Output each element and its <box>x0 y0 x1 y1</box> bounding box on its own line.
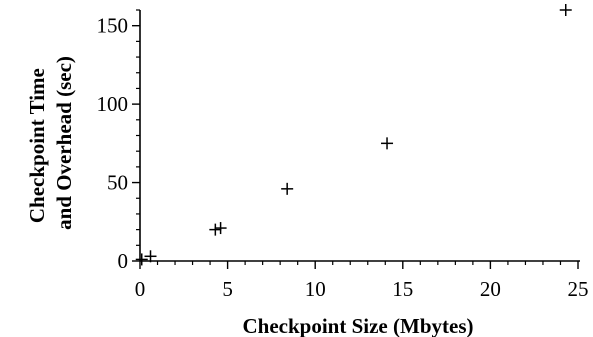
data-point <box>135 253 148 266</box>
x-tick-label: 0 <box>135 277 146 301</box>
data-points <box>135 4 572 266</box>
y-axis-ticks: 0 50 100 150 <box>97 9 140 273</box>
data-point <box>281 182 294 195</box>
x-axis-title: Checkpoint Size (Mbytes) <box>243 314 474 337</box>
x-tick-label: 25 <box>568 277 589 301</box>
x-tick-label: 15 <box>392 277 413 301</box>
data-point <box>209 223 222 236</box>
x-tick-label: 20 <box>480 277 501 301</box>
data-point <box>381 137 394 150</box>
y-tick-label: 0 <box>118 249 129 273</box>
y-axis-title: Checkpoint Time and Overhead (sec) <box>25 56 76 230</box>
y-tick-label: 150 <box>97 14 129 38</box>
y-tick-label: 50 <box>107 171 128 195</box>
data-point <box>144 250 157 263</box>
x-tick-label: 10 <box>305 277 326 301</box>
y-axis-title-line-1: Checkpoint Time <box>25 68 49 223</box>
data-point <box>559 4 572 16</box>
data-point <box>214 222 227 235</box>
x-tick-label: 5 <box>222 277 233 301</box>
y-axis-title-line-2: and Overhead (sec) <box>52 56 76 230</box>
y-tick-label: 100 <box>97 92 129 116</box>
x-axis-ticks: 0 5 10 15 20 25 <box>135 261 589 301</box>
